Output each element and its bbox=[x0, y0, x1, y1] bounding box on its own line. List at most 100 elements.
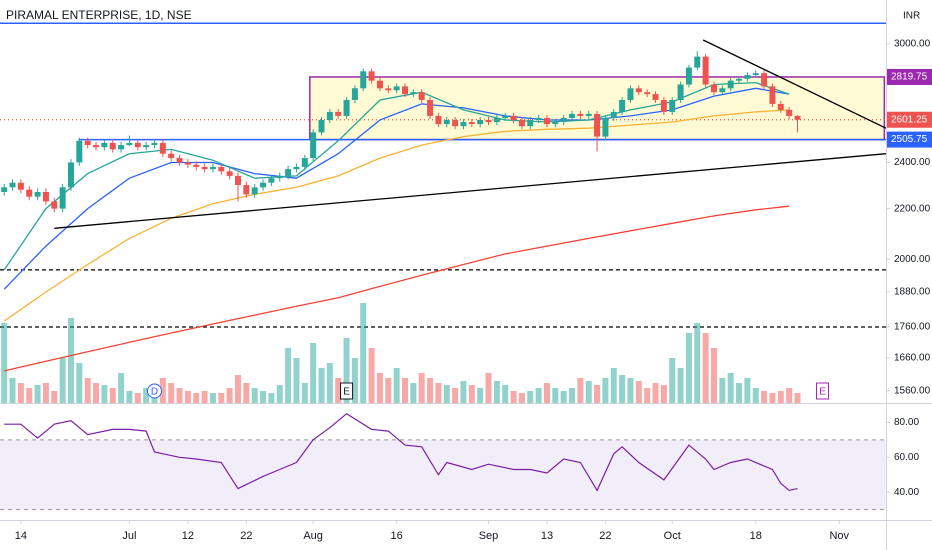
candle-body bbox=[234, 175, 241, 186]
y-tick-label: 80.00 bbox=[894, 417, 919, 428]
x-tick-label: 12 bbox=[182, 530, 194, 542]
candle-body bbox=[335, 111, 342, 116]
price-label: 2601.25 bbox=[891, 114, 928, 125]
candle-body bbox=[660, 99, 667, 112]
candle-body bbox=[360, 71, 367, 89]
candle-body bbox=[376, 80, 383, 89]
candle-body bbox=[17, 182, 24, 190]
volume-bar bbox=[318, 368, 325, 403]
candle-body bbox=[134, 142, 141, 148]
candle-body bbox=[769, 86, 776, 104]
volume-bar bbox=[410, 383, 417, 403]
candle-body bbox=[710, 84, 717, 93]
volume-bar bbox=[385, 378, 392, 403]
volume-bar bbox=[577, 378, 584, 403]
candle-body bbox=[143, 145, 150, 148]
volume-bar bbox=[627, 378, 634, 403]
candle-body bbox=[502, 115, 509, 118]
volume-bar bbox=[351, 358, 358, 403]
candle-body bbox=[752, 73, 759, 76]
candle-body bbox=[435, 115, 442, 125]
volume-bar bbox=[552, 388, 559, 403]
candle-body bbox=[76, 140, 83, 163]
candle-body bbox=[485, 119, 492, 123]
volume-bar bbox=[644, 388, 651, 403]
volume-bar bbox=[602, 378, 609, 403]
volume-bar bbox=[452, 388, 459, 403]
candle-body bbox=[260, 182, 267, 188]
candle-body bbox=[585, 113, 592, 116]
candle-body bbox=[410, 92, 417, 95]
candle-body bbox=[293, 166, 300, 170]
price-label: 2819.75 bbox=[891, 72, 928, 83]
event-label: E bbox=[819, 387, 826, 398]
x-tick-label: 22 bbox=[599, 530, 611, 542]
volume-bar bbox=[76, 363, 83, 403]
candle-body bbox=[310, 132, 317, 159]
volume-bar bbox=[786, 388, 793, 403]
candle-body bbox=[468, 122, 475, 125]
candle-body bbox=[635, 88, 642, 93]
volume-bar bbox=[585, 381, 592, 403]
volume-bar bbox=[251, 388, 258, 403]
volume-bar bbox=[59, 358, 66, 403]
volume-bar bbox=[368, 348, 375, 403]
candle-body bbox=[151, 142, 158, 146]
y-tick-label: 1760.00 bbox=[894, 322, 931, 333]
volume-bar bbox=[477, 388, 484, 403]
x-tick-label: 22 bbox=[240, 530, 252, 542]
candle-body bbox=[201, 166, 208, 170]
candle-body bbox=[777, 103, 784, 110]
y-tick-label: 2400.00 bbox=[894, 157, 931, 168]
candle-body bbox=[193, 164, 200, 167]
candle-body bbox=[694, 56, 701, 68]
volume-bar bbox=[159, 378, 166, 403]
y-tick-label: 3000.00 bbox=[894, 39, 931, 50]
volume-bar bbox=[677, 368, 684, 403]
volume-bar bbox=[134, 393, 141, 403]
candle-body bbox=[727, 80, 734, 89]
candle-body bbox=[652, 94, 659, 100]
trend-line bbox=[702, 39, 887, 129]
volume-bar bbox=[736, 383, 743, 403]
volume-bar bbox=[1, 323, 8, 403]
volume-bar bbox=[335, 378, 342, 403]
volume-bar bbox=[84, 378, 91, 403]
volume-bar bbox=[218, 393, 225, 403]
y-tick-label: 40.00 bbox=[894, 487, 919, 498]
x-tick-label: Nov bbox=[829, 530, 849, 542]
candle-body bbox=[493, 117, 500, 123]
volume-bar bbox=[594, 385, 601, 403]
candle-body bbox=[719, 88, 726, 93]
y-tick-label: 2200.00 bbox=[894, 203, 931, 214]
candle-body bbox=[51, 201, 58, 209]
candle-body bbox=[594, 113, 601, 137]
volume-bar bbox=[376, 373, 383, 403]
volume-bar bbox=[560, 391, 567, 403]
candle-body bbox=[101, 142, 108, 148]
candle-body bbox=[218, 166, 225, 172]
candle-body bbox=[669, 99, 676, 112]
volume-bar bbox=[168, 383, 175, 403]
candle-body bbox=[209, 166, 216, 170]
volume-bar bbox=[502, 385, 509, 403]
volume-bar bbox=[301, 383, 308, 403]
x-tick-label: Jul bbox=[122, 530, 136, 542]
volume-bar bbox=[234, 375, 241, 403]
price-label-bg bbox=[887, 68, 932, 85]
volume-bar bbox=[176, 388, 183, 403]
volume-bar bbox=[527, 391, 534, 403]
candle-body bbox=[176, 158, 183, 163]
y-tick-label: 2000.00 bbox=[894, 254, 931, 265]
x-tick-label: 13 bbox=[541, 530, 553, 542]
candle-body bbox=[443, 119, 450, 125]
volume-bar bbox=[201, 391, 208, 403]
moving-average bbox=[4, 205, 790, 372]
volume-bar bbox=[17, 383, 24, 403]
volume-bar bbox=[443, 385, 450, 403]
volume-bar bbox=[685, 333, 692, 403]
candle-body bbox=[677, 84, 684, 100]
volume-bar bbox=[610, 368, 617, 403]
moving-average bbox=[3, 109, 790, 322]
candle-body bbox=[560, 117, 567, 123]
